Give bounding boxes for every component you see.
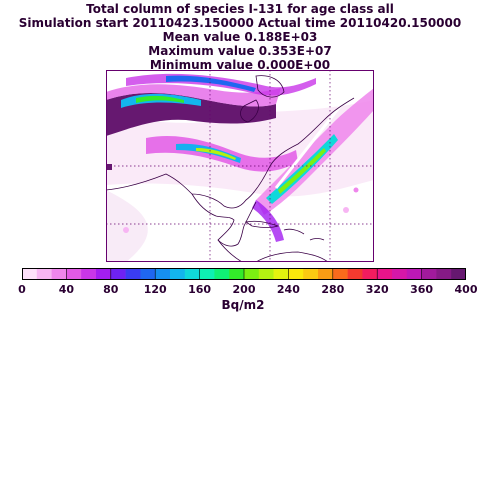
colorbar-swatch bbox=[451, 268, 466, 280]
colorbar-swatch bbox=[51, 268, 67, 280]
concentration-map bbox=[106, 70, 374, 262]
plume-north-band bbox=[106, 93, 276, 136]
plume-north-edge bbox=[106, 84, 281, 107]
colorbar-tick-label: 320 bbox=[365, 283, 389, 296]
mean-value-line: Mean value 0.188E+03 bbox=[162, 30, 318, 44]
colorbar-tick-label: 40 bbox=[58, 283, 75, 296]
colorbar-swatch bbox=[347, 268, 363, 280]
colorbar bbox=[22, 268, 466, 280]
minimum-value-line: Minimum value 0.000E+00 bbox=[149, 58, 331, 72]
colorbar-swatch bbox=[436, 268, 452, 280]
data-gap-line-2 bbox=[343, 78, 374, 106]
colorbar-swatch bbox=[303, 268, 319, 280]
colorbar-swatch bbox=[258, 268, 274, 280]
plume-north-core-inner bbox=[136, 95, 184, 103]
colorbar-swatch bbox=[332, 268, 348, 280]
colorbar-tick-label: 240 bbox=[276, 283, 300, 296]
colorbar-swatch bbox=[377, 268, 393, 280]
colorbar-swatch bbox=[140, 268, 156, 280]
colorbar-swatch bbox=[421, 268, 437, 280]
colorbar-tick-label: 120 bbox=[143, 283, 167, 296]
plume-speck bbox=[343, 207, 349, 213]
simulation-time-line: Simulation start 20110423.150000 Actual … bbox=[18, 16, 462, 30]
colorbar-swatch bbox=[184, 268, 200, 280]
colorbar-tick-label: 160 bbox=[188, 283, 212, 296]
plume-speck bbox=[123, 227, 129, 233]
colorbar-swatch bbox=[288, 268, 304, 280]
colorbar-swatch bbox=[214, 268, 230, 280]
colorbar-swatch bbox=[96, 268, 112, 280]
plume-upper-arc-core bbox=[166, 75, 256, 92]
colorbar-swatch bbox=[362, 268, 378, 280]
colorbar-swatch bbox=[110, 268, 126, 280]
colorbar-swatch bbox=[199, 268, 215, 280]
coastline-north-america bbox=[106, 97, 355, 209]
colorbar-tick-label: 400 bbox=[454, 283, 478, 296]
colorbar-tick-label: 0 bbox=[18, 283, 26, 296]
colorbar-swatch bbox=[170, 268, 186, 280]
coastline-central-america bbox=[217, 239, 243, 262]
colorbar-swatch bbox=[36, 268, 52, 280]
plume-middle-core-inner bbox=[196, 148, 236, 160]
colorbar-swatch bbox=[229, 268, 245, 280]
plume-speck bbox=[106, 164, 112, 170]
colorbar-tick-label: 80 bbox=[103, 283, 119, 296]
colorbar-swatch bbox=[66, 268, 82, 280]
map-border bbox=[106, 70, 374, 262]
colorbar-swatch bbox=[392, 268, 408, 280]
map-graticule bbox=[106, 70, 374, 262]
plume-haze-south bbox=[106, 190, 148, 262]
colorbar-swatch bbox=[22, 268, 38, 280]
coastline-hudson bbox=[240, 99, 259, 123]
coastline-cuba bbox=[244, 220, 280, 228]
colorbar-swatch bbox=[81, 268, 97, 280]
colorbar-tick-label: 360 bbox=[410, 283, 434, 296]
data-gap-line bbox=[274, 103, 344, 189]
colorbar-border bbox=[22, 268, 466, 280]
colorbar-swatch bbox=[406, 268, 422, 280]
plume-gulf-stream bbox=[252, 200, 284, 242]
plume-middle-core bbox=[176, 143, 241, 163]
colorbar-units: Bq/m2 bbox=[221, 298, 265, 312]
plume-east-core-inner bbox=[278, 148, 326, 194]
colorbar-tick-label: 280 bbox=[321, 283, 345, 296]
plume-speck bbox=[353, 187, 359, 193]
coastline-greenland bbox=[255, 75, 285, 98]
map-title: Total column of species I-131 for age cl… bbox=[86, 2, 394, 16]
coastline-south-america bbox=[255, 251, 329, 262]
colorbar-swatch bbox=[125, 268, 141, 280]
maximum-value-line: Maximum value 0.353E+07 bbox=[148, 44, 332, 58]
colorbar-tick-label: 200 bbox=[232, 283, 256, 296]
colorbar-swatch bbox=[318, 268, 334, 280]
coastline-caribbean bbox=[283, 228, 325, 241]
colorbar-swatch bbox=[155, 268, 171, 280]
colorbar-swatch bbox=[273, 268, 289, 280]
colorbar-swatch bbox=[244, 268, 260, 280]
